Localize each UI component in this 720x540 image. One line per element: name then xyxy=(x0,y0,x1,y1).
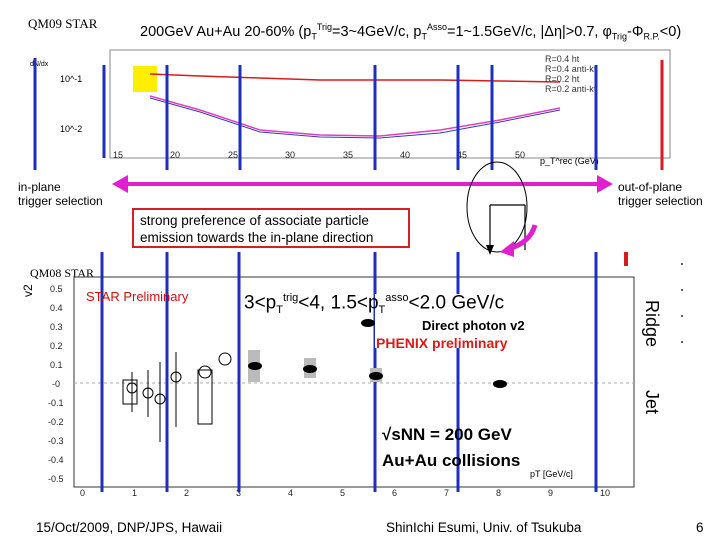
ytick: -0 xyxy=(52,379,60,389)
edge-dots xyxy=(681,263,683,343)
system-label: Au+Au collisions xyxy=(382,451,520,470)
in-plane-label: in-plane trigger selection xyxy=(18,180,103,208)
ytick: 0.2 xyxy=(50,341,63,351)
top-plot: dN/dx 10^-1 10^-2 R=0.4 ht R=0.4 anti-kt… xyxy=(30,49,671,170)
ytick: -0.4 xyxy=(48,455,64,465)
top-plot-ytick: 10^-1 xyxy=(60,74,82,84)
data-point xyxy=(369,372,383,380)
phenix-label: PHENIX preliminary xyxy=(376,335,508,351)
slide-title: 200GeV Au+Au 20-60% (pTTrig=3~4GeV/c, pT… xyxy=(140,22,682,42)
legend-entry: R=0.4 anti-kt xyxy=(545,64,597,74)
data-point xyxy=(198,365,212,379)
footer-author: ShinIchi Esumi, Univ. of Tsukuba xyxy=(386,520,582,535)
bottom-plot-xticks: 0 1 2 3 4 5 6 7 8 9 10 xyxy=(80,488,610,498)
yellow-marker xyxy=(133,66,157,92)
ytick: 0.3 xyxy=(50,322,63,332)
xtick: 40 xyxy=(400,150,410,160)
ytick: -0.2 xyxy=(48,417,64,427)
callout-line: emission towards the in-plane direction xyxy=(140,230,374,245)
syst-box xyxy=(197,369,213,425)
xtick: 7 xyxy=(444,488,449,498)
top-plot-xlabel: p_T^rec (GeV) xyxy=(540,156,599,166)
data-point xyxy=(218,352,232,366)
data-point xyxy=(303,365,317,373)
qm09-tag: QM09 STAR xyxy=(28,16,98,31)
magenta-arrow xyxy=(112,175,613,193)
ytick: -0.5 xyxy=(48,474,64,484)
xtick: 1 xyxy=(132,488,137,498)
xtick: 35 xyxy=(343,150,353,160)
legend-entry: R=0.4 ht xyxy=(545,54,580,64)
top-plot-ytick2: 10^-2 xyxy=(60,124,82,134)
xtick: 50 xyxy=(515,150,525,160)
ytick: 0.4 xyxy=(50,303,63,313)
direct-photon-title: Direct photon v2 xyxy=(422,318,525,333)
top-plot-yaxis-label: dN/dx xyxy=(30,61,49,68)
kinematics-label: 3<pTtrig<4, 1.5<pTasso<2.0 GeV/c xyxy=(244,292,505,317)
ytick: -0.1 xyxy=(48,398,64,408)
ridge-label: Ridge xyxy=(642,300,662,348)
xtick: 5 xyxy=(340,488,345,498)
xtick: 10 xyxy=(600,488,610,498)
data-point xyxy=(493,380,507,388)
syst-box xyxy=(122,379,138,405)
xtick: 25 xyxy=(228,150,238,160)
data-point xyxy=(361,319,375,327)
footer-date-venue: 15/Oct/2009, DNP/JPS, Hawaii xyxy=(36,520,223,535)
legend-entry: R=0.2 anti-kt xyxy=(545,84,597,94)
xtick: 20 xyxy=(170,150,180,160)
xtick: 6 xyxy=(392,488,397,498)
top-plot-xticks: 15 20 25 30 35 40 45 50 xyxy=(113,150,525,160)
ytick: 0.5 xyxy=(50,284,63,294)
legend-entry: R=0.2 ht xyxy=(545,74,580,84)
xtick: 15 xyxy=(113,150,123,160)
star-preliminary-label: STAR Preliminary xyxy=(86,289,189,304)
xtick: 4 xyxy=(288,488,293,498)
ytick: 0.1 xyxy=(50,360,63,370)
xtick: 9 xyxy=(548,488,553,498)
xtick: 0 xyxy=(80,488,85,498)
curve-blue xyxy=(149,97,561,139)
xtick: 3 xyxy=(236,488,241,498)
bottom-plot: v2 0.5 0.4 0.3 0.2 0.1 -0 -0.1 -0.2 -0.3… xyxy=(21,252,683,498)
curve-red xyxy=(149,73,561,83)
inner-label-backdrop xyxy=(375,294,590,348)
bottom-plot-yaxis-label: v2 xyxy=(21,284,35,297)
out-of-plane-label: out-of-plane trigger selection xyxy=(618,180,703,208)
ytick: -0.3 xyxy=(48,436,64,446)
xtick: 30 xyxy=(285,150,295,160)
curve-magenta xyxy=(149,95,561,137)
top-plot-legend: R=0.4 ht R=0.4 anti-kt R=0.2 ht R=0.2 an… xyxy=(545,54,597,94)
reaction-plane-sketch xyxy=(466,161,538,257)
energy-label: √sNN = 200 GeV xyxy=(382,425,512,444)
xtick: 45 xyxy=(457,150,467,160)
star-points xyxy=(122,352,232,442)
callout-box: strong preference of associate particle … xyxy=(132,208,410,248)
bottom-plot-yticks: 0.5 0.4 0.3 0.2 0.1 -0 -0.1 -0.2 -0.3 -0… xyxy=(48,284,64,484)
jet-label: Jet xyxy=(642,390,662,415)
page-number: 6 xyxy=(696,520,704,535)
data-point xyxy=(248,362,262,370)
callout-line: strong preference of associate particle xyxy=(140,213,369,228)
phenix-points xyxy=(248,319,507,388)
bottom-plot-xlabel: pT [GeV/c] xyxy=(530,469,573,479)
xtick: 8 xyxy=(496,488,501,498)
xtick: 2 xyxy=(184,488,189,498)
